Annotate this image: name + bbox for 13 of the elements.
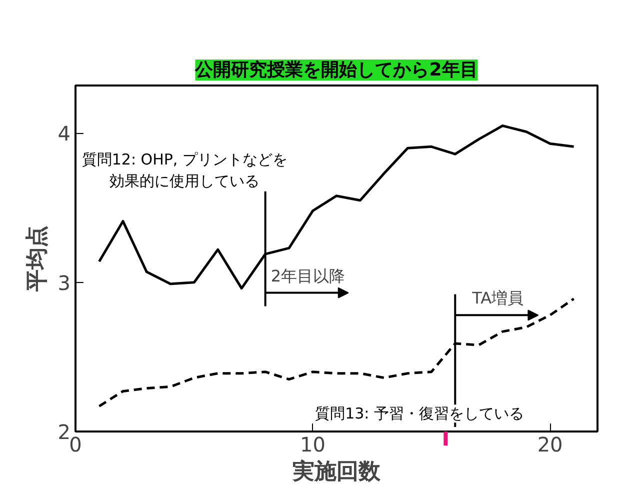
- y-tick-label: 3: [58, 270, 71, 295]
- x-tick-label: 20: [537, 432, 563, 456]
- y-axis-title: 平均点: [24, 226, 50, 292]
- y-tick-label: 2: [58, 420, 71, 444]
- text: 質問13: 予習・復習をしている: [315, 404, 524, 423]
- ref-line-label: 2年目以降: [270, 266, 346, 286]
- ref-line-label: TA増員: [471, 288, 524, 308]
- legend-label: 質問12: OHP, プリントなどを効果的に使用している: [82, 150, 288, 190]
- x-tick-label: 0: [69, 432, 82, 456]
- x-tick-label: 10: [300, 432, 326, 456]
- y-tick-label: 4: [58, 122, 71, 146]
- x-axis-title: 実施回数: [292, 458, 382, 484]
- text: 公開研究授業を開始してから2年目: [194, 60, 478, 80]
